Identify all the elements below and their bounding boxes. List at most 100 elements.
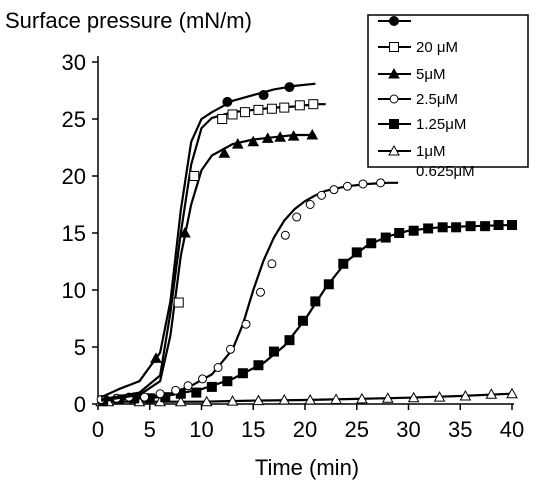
data-point-series-1	[266, 103, 277, 114]
data-point-series-1	[279, 102, 290, 113]
data-point-series-2	[274, 131, 287, 142]
legend-label-6: 0.625μM	[416, 163, 475, 180]
data-point-series-3	[213, 363, 223, 373]
legend-marker-1	[389, 42, 399, 52]
legend-box	[367, 14, 529, 168]
x-tick-label: 5	[144, 417, 156, 442]
data-point-series-5	[330, 393, 342, 404]
data-point-series-1	[217, 114, 228, 124]
series-line-3	[101, 181, 399, 401]
data-point-series-2	[261, 132, 274, 143]
data-point-series-4	[493, 220, 504, 231]
data-point-series-2	[247, 135, 260, 147]
data-point-series-3	[183, 381, 193, 391]
legend-marker-4	[389, 119, 399, 129]
data-point-series-1	[308, 99, 319, 110]
data-point-series-4	[206, 381, 217, 392]
data-point-series-3	[255, 287, 265, 297]
data-point-series-5	[459, 389, 472, 401]
data-point-series-3	[358, 179, 368, 189]
data-point-series-0	[258, 90, 269, 101]
plot-area: 0 5 10 15 20 25 30 35 40 0 5 10 15 20 25 30	[62, 50, 525, 442]
legend: 20 μM 5μM 2.5μM 1.25μM 1μM 0.625μM	[367, 14, 529, 180]
data-point-series-5	[226, 395, 239, 406]
data-point-series-5	[356, 392, 368, 404]
data-point-series-3	[225, 344, 235, 354]
y-tick-label: 5	[74, 335, 86, 360]
data-point-series-3	[171, 385, 181, 395]
y-tick-label: 10	[62, 278, 86, 303]
legend-marker-5	[388, 144, 400, 156]
legend-label-3: 2.5μM	[416, 91, 458, 108]
legend-marker-0	[389, 16, 399, 26]
data-point-series-5	[485, 388, 498, 399]
y-tick-label: 30	[62, 50, 86, 75]
data-point-series-3	[280, 230, 290, 240]
legend-label-4: 1.25μM	[416, 116, 466, 133]
data-point-series-4	[351, 247, 362, 258]
data-point-series-2	[306, 128, 319, 140]
data-point-series-4	[253, 360, 264, 371]
data-point-series-0	[284, 82, 295, 93]
data-point-series-5	[433, 391, 446, 402]
data-point-series-4	[408, 225, 419, 236]
data-point-series-4	[338, 258, 349, 269]
data-point-series-3	[198, 374, 208, 384]
data-point-series-5	[304, 393, 317, 405]
x-tick-label: 25	[345, 417, 369, 442]
data-point-series-4	[437, 222, 448, 233]
data-point-series-4	[507, 220, 517, 231]
y-tick-label: 20	[62, 164, 86, 189]
data-point-series-2	[179, 226, 191, 238]
data-point-series-4	[222, 376, 233, 387]
data-point-series-3	[376, 178, 386, 188]
data-point-series-2	[218, 147, 231, 158]
data-point-series-4	[394, 228, 405, 238]
data-point-series-3	[342, 181, 352, 191]
legend-label-2: 5μM	[416, 66, 445, 83]
data-point-series-5	[381, 392, 394, 403]
data-point-series-4	[480, 221, 491, 232]
data-point-series-1	[173, 297, 184, 308]
data-point-series-5	[407, 391, 420, 403]
data-point-series-4	[284, 335, 295, 346]
data-point-series-1	[189, 171, 200, 181]
data-point-series-1	[253, 104, 264, 115]
legend-marker-2	[388, 67, 400, 79]
series-line-2	[100, 133, 316, 402]
data-point-series-4	[465, 221, 476, 232]
data-point-series-3	[305, 200, 315, 209]
data-point-series-5	[174, 395, 187, 407]
data-point-series-4	[366, 238, 377, 249]
data-point-series-4	[380, 232, 391, 243]
data-point-series-5	[506, 387, 518, 399]
legend-label-5: 1μM	[416, 143, 445, 160]
x-axis-label: Time (min)	[255, 455, 359, 480]
data-point-series-1	[294, 100, 305, 111]
data-point-series-4	[423, 223, 434, 234]
data-point-series-3	[140, 392, 150, 402]
x-tick-label: 15	[241, 417, 265, 442]
x-tick-label: 30	[396, 417, 420, 442]
series-line-1	[100, 103, 326, 401]
y-tick-label: 0	[74, 392, 86, 417]
data-point-series-5	[252, 394, 265, 406]
data-point-series-3	[155, 389, 165, 399]
x-tick-label: 40	[500, 417, 524, 442]
data-point-series-4	[451, 222, 462, 233]
data-point-series-2	[231, 138, 244, 149]
data-point-series-4	[268, 346, 279, 357]
y-axis-label: Surface pressure (mN/m)	[5, 8, 252, 33]
data-point-series-3	[329, 185, 339, 195]
series-line-0	[100, 82, 316, 399]
data-point-series-5	[278, 393, 291, 405]
y-tick-label: 25	[62, 107, 86, 132]
legend-label-1: 20 μM	[416, 39, 458, 56]
legend-marker-3	[389, 94, 399, 104]
data-point-series-3	[317, 190, 327, 200]
data-point-series-1	[227, 109, 238, 120]
y-tick-label: 15	[62, 221, 86, 246]
x-tick-label: 10	[189, 417, 213, 442]
data-point-series-4	[237, 368, 248, 379]
x-tick-label: 35	[448, 417, 472, 442]
